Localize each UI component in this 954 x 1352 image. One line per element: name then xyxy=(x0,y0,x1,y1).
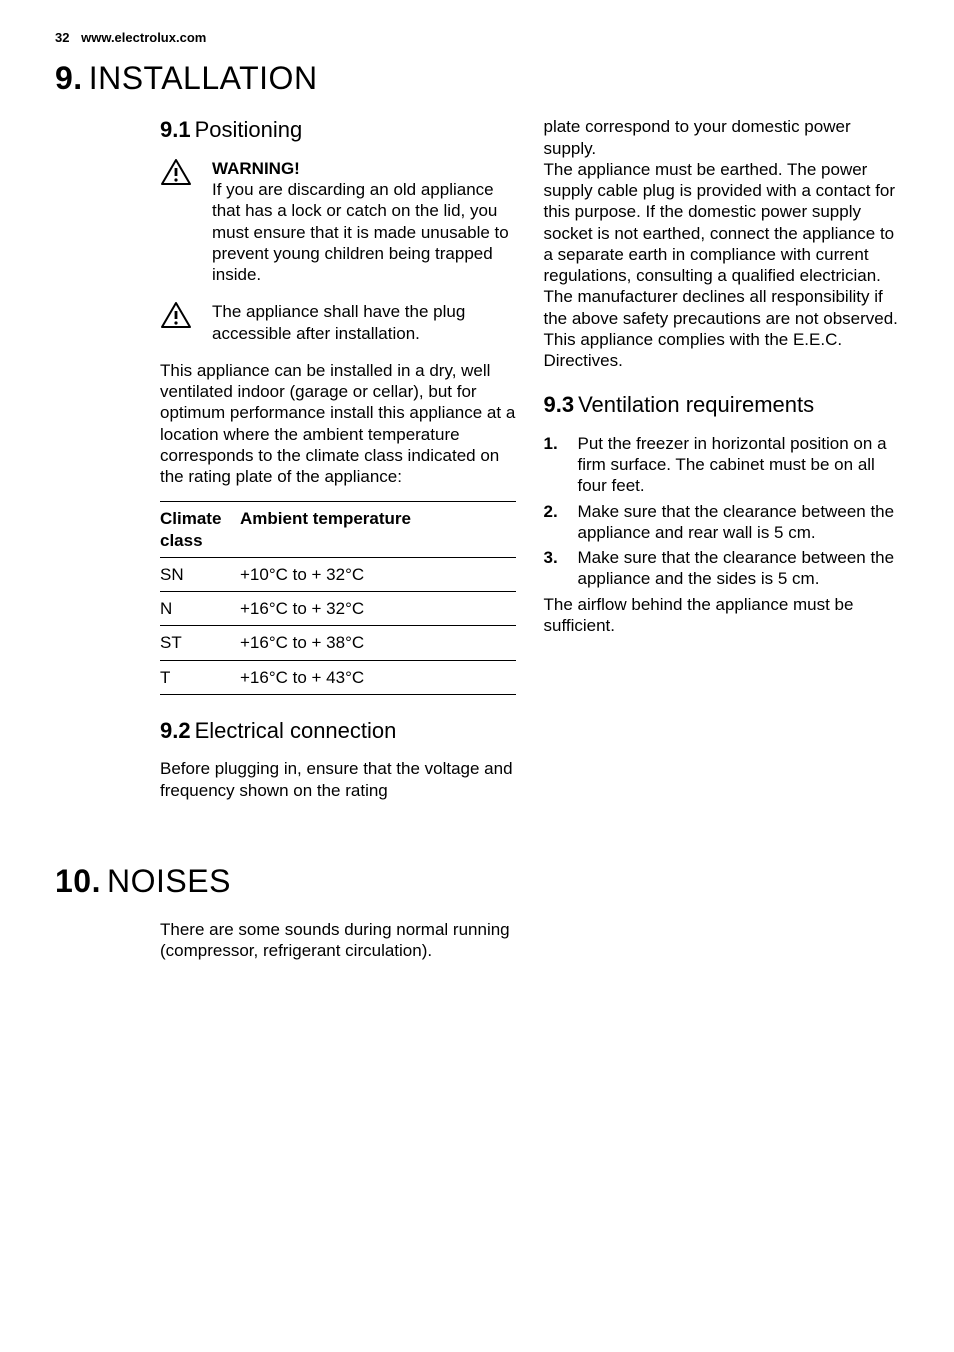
section-9-number: 9. xyxy=(55,60,83,96)
electrical-para-eec: This appliance complies with the E.E.C. … xyxy=(544,329,900,372)
warning-block: WARNING! If you are discarding an old ap… xyxy=(160,158,516,286)
subsection-9-2-number: 9.2 xyxy=(160,718,191,743)
ventilation-tail: The airflow behind the appliance must be… xyxy=(544,594,900,637)
temp-cell: +16°C to + 32°C xyxy=(240,592,516,626)
warning-body: If you are discarding an old appliance t… xyxy=(212,179,516,285)
electrical-para-cont: plate correspond to your domestic power … xyxy=(544,116,900,159)
subsection-9-3-name: Ventilation requirements xyxy=(578,392,814,417)
right-column: plate correspond to your domestic power … xyxy=(544,116,900,801)
table-row: N +16°C to + 32°C xyxy=(160,592,516,626)
step-text: Put the freezer in horizontal position o… xyxy=(578,433,900,497)
warning-text-block: WARNING! If you are discarding an old ap… xyxy=(212,158,516,286)
section-9-name: INSTALLATION xyxy=(89,60,318,96)
electrical-para-start: Before plugging in, ensure that the volt… xyxy=(160,758,516,801)
section-10-name: NOISES xyxy=(107,863,231,899)
list-item: Make sure that the clearance between the… xyxy=(544,547,900,590)
section-10-content: There are some sounds during normal runn… xyxy=(160,919,899,962)
climate-table: Climate class Ambient temperature SN +10… xyxy=(160,501,516,695)
subsection-9-3-number: 9.3 xyxy=(544,392,575,417)
section-9-content: 9.1Positioning WARNING! If you are disca… xyxy=(160,116,899,801)
subsection-9-2-name: Electrical connection xyxy=(195,718,397,743)
note-text: The appliance shall have the plug access… xyxy=(212,301,516,344)
electrical-para-responsibility: The manufacturer declines all responsibi… xyxy=(544,286,900,329)
subsection-9-3-title: 9.3Ventilation requirements xyxy=(544,391,900,419)
climate-cell: SN xyxy=(160,557,240,591)
col-header-climate: Climate class xyxy=(160,502,240,558)
temp-cell: +10°C to + 32°C xyxy=(240,557,516,591)
subsection-9-2-title: 9.2Electrical connection xyxy=(160,717,516,745)
warning-label: WARNING! xyxy=(212,158,516,179)
subsection-9-1-name: Positioning xyxy=(195,117,303,142)
temp-cell: +16°C to + 38°C xyxy=(240,626,516,660)
electrical-para-earthed: The appliance must be earthed. The power… xyxy=(544,159,900,287)
two-column-layout: 9.1Positioning WARNING! If you are disca… xyxy=(160,116,899,801)
subsection-9-1-number: 9.1 xyxy=(160,117,191,142)
warning-icon xyxy=(160,301,212,334)
col-header-temp: Ambient temperature xyxy=(240,502,516,558)
climate-cell: ST xyxy=(160,626,240,660)
table-row: ST +16°C to + 38°C xyxy=(160,626,516,660)
step-text: Make sure that the clearance between the… xyxy=(578,501,900,544)
warning-icon xyxy=(160,158,212,191)
climate-cell: T xyxy=(160,660,240,694)
positioning-paragraph: This appliance can be installed in a dry… xyxy=(160,360,516,488)
climate-cell: N xyxy=(160,592,240,626)
list-item: Put the freezer in horizontal position o… xyxy=(544,433,900,497)
table-row: SN +10°C to + 32°C xyxy=(160,557,516,591)
list-item: Make sure that the clearance between the… xyxy=(544,501,900,544)
ventilation-steps: Put the freezer in horizontal position o… xyxy=(544,433,900,590)
section-10-number: 10. xyxy=(55,863,101,899)
note-block: The appliance shall have the plug access… xyxy=(160,301,516,344)
step-text: Make sure that the clearance between the… xyxy=(578,547,900,590)
table-header-row: Climate class Ambient temperature xyxy=(160,502,516,558)
page-number: 32 xyxy=(55,30,69,45)
section-9-title: 9.INSTALLATION xyxy=(55,58,899,98)
page-header: 32 www.electrolux.com xyxy=(55,30,899,46)
noises-paragraph: There are some sounds during normal runn… xyxy=(160,919,530,962)
section-10-title: 10.NOISES xyxy=(55,861,899,901)
left-column: 9.1Positioning WARNING! If you are disca… xyxy=(160,116,516,801)
subsection-9-1-title: 9.1Positioning xyxy=(160,116,516,144)
table-row: T +16°C to + 43°C xyxy=(160,660,516,694)
site-url: www.electrolux.com xyxy=(81,30,206,45)
temp-cell: +16°C to + 43°C xyxy=(240,660,516,694)
section-10: 10.NOISES There are some sounds during n… xyxy=(55,861,899,962)
